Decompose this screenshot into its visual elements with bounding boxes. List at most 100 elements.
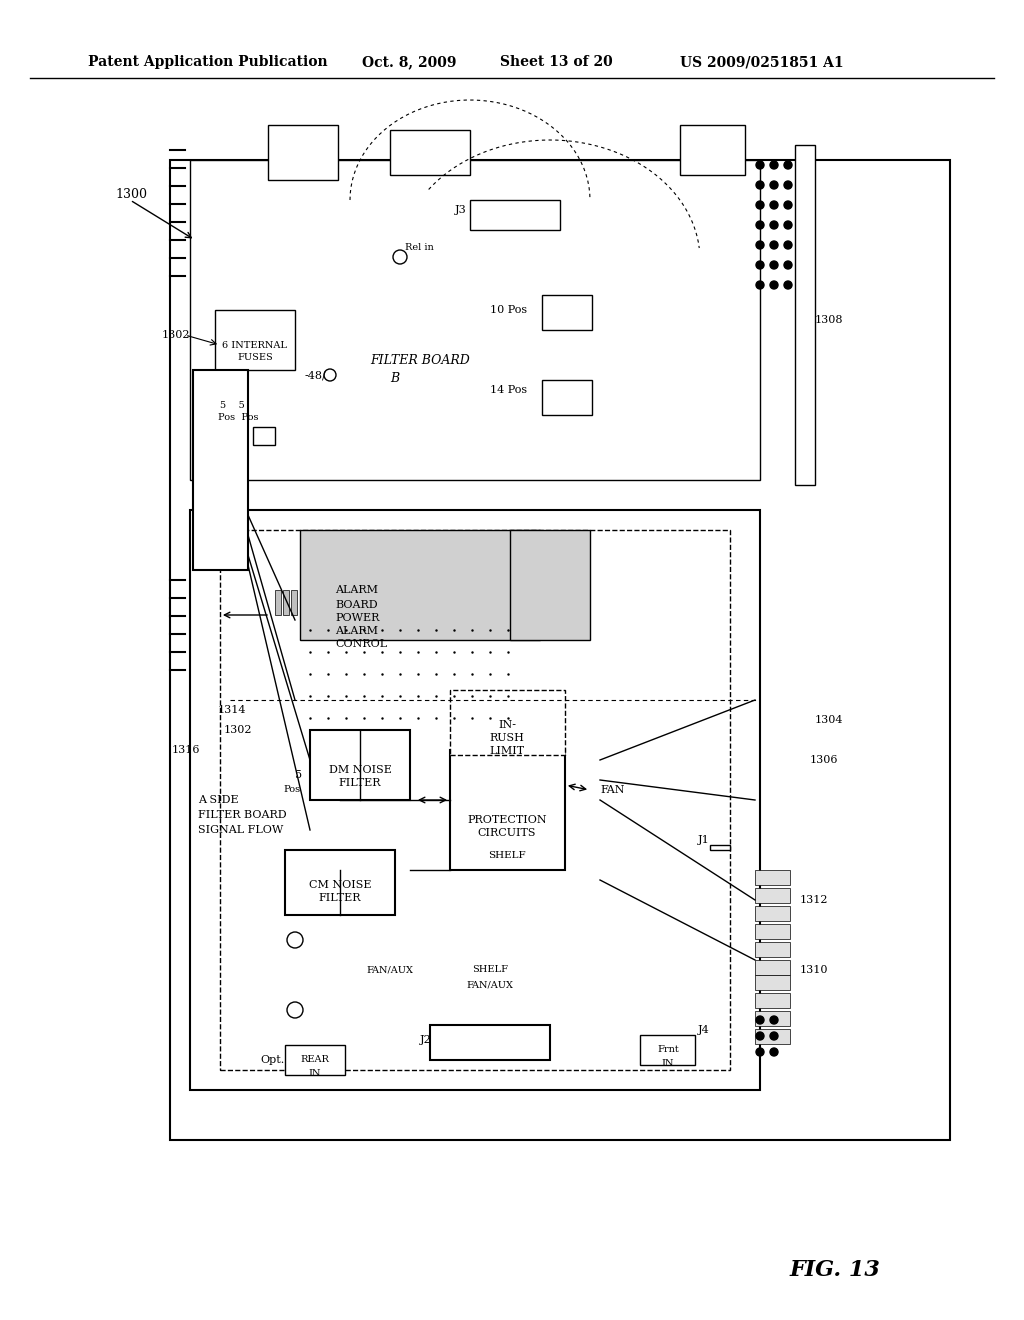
Bar [755,924,790,939]
Bar [755,993,790,1008]
Text: US 2009/0251851 A1: US 2009/0251851 A1 [680,55,844,69]
Bar [268,125,338,180]
Bar [795,145,815,484]
Text: J1: J1 [698,836,710,845]
Text: 5: 5 [295,770,302,780]
Bar [310,730,410,800]
Circle shape [784,261,792,269]
Text: CIRCUITS: CIRCUITS [478,828,537,838]
Text: POWER: POWER [335,612,379,623]
Bar [755,942,790,957]
Circle shape [770,161,778,169]
Circle shape [756,220,764,228]
Text: 1300: 1300 [115,189,147,202]
Circle shape [770,261,778,269]
Circle shape [770,281,778,289]
Bar [470,201,560,230]
Circle shape [756,242,764,249]
FancyBboxPatch shape [510,531,590,640]
Text: Opt.: Opt. [260,1055,285,1065]
Text: FILTER: FILTER [318,894,361,903]
Text: 1312: 1312 [800,895,828,906]
Text: IN: IN [662,1059,674,1068]
Circle shape [756,161,764,169]
Circle shape [756,1048,764,1056]
Circle shape [770,1048,778,1056]
Bar [190,510,760,1090]
Bar [291,590,297,615]
Circle shape [756,281,764,289]
Text: 5    5: 5 5 [220,400,245,409]
Circle shape [784,181,792,189]
Text: ALARM: ALARM [335,626,378,636]
Bar [285,850,395,915]
Bar [170,160,950,1140]
Bar [215,310,295,370]
Text: LIMIT: LIMIT [489,746,524,756]
Text: SIGNAL FLOW: SIGNAL FLOW [198,825,284,836]
Bar [710,845,730,850]
Text: DM NOISE: DM NOISE [329,766,391,775]
Circle shape [784,281,792,289]
Circle shape [770,181,778,189]
Circle shape [770,220,778,228]
Text: -48/: -48/ [305,370,327,380]
Circle shape [756,261,764,269]
Bar [285,1045,345,1074]
Bar [755,870,790,884]
Text: CONROL: CONROL [335,639,387,649]
Bar [390,129,470,176]
Text: IN: IN [309,1068,322,1077]
Text: Oct. 8, 2009: Oct. 8, 2009 [362,55,457,69]
Text: REAR: REAR [301,1056,330,1064]
Bar [253,426,275,445]
Circle shape [756,201,764,209]
Circle shape [756,181,764,189]
Text: B: B [390,371,399,384]
Bar [755,906,790,921]
Text: A SIDE: A SIDE [198,795,239,805]
Text: J4: J4 [698,1026,710,1035]
Text: FILTER: FILTER [339,777,381,788]
Circle shape [784,220,792,228]
Text: Patent Application Publication: Patent Application Publication [88,55,328,69]
Circle shape [770,1032,778,1040]
Text: ALARM: ALARM [335,585,378,595]
Circle shape [756,1016,764,1024]
Text: Pos: Pos [283,784,300,793]
Bar [755,1011,790,1026]
Bar [542,380,592,414]
Circle shape [756,1032,764,1040]
Bar [680,125,745,176]
Text: 6 INTERNAL: 6 INTERNAL [222,341,288,350]
Bar [193,370,248,570]
Text: 1314: 1314 [218,705,247,715]
Text: 1308: 1308 [815,315,844,325]
Text: FAN/AUX: FAN/AUX [367,965,414,974]
Text: FAN: FAN [600,785,625,795]
Text: Pos  Pos: Pos Pos [218,413,258,422]
Text: FUSES: FUSES [238,354,272,363]
Text: 14 Pos: 14 Pos [490,385,527,395]
Text: Frnt: Frnt [657,1045,679,1055]
Bar [542,294,592,330]
Text: FIG. 13: FIG. 13 [790,1259,881,1280]
Text: 1302: 1302 [224,725,253,735]
Circle shape [770,242,778,249]
Text: 1316: 1316 [172,744,201,755]
Text: CM NOISE: CM NOISE [309,880,372,890]
Bar [450,750,565,870]
Text: FAN/AUX: FAN/AUX [467,981,513,990]
FancyBboxPatch shape [300,531,540,640]
Circle shape [770,1016,778,1024]
Text: 1306: 1306 [810,755,839,766]
Circle shape [770,201,778,209]
Text: 1302: 1302 [162,330,190,341]
Bar [430,1026,550,1060]
Text: 10 Pos: 10 Pos [490,305,527,315]
Text: J3: J3 [455,205,467,215]
Text: PROTECTION: PROTECTION [467,814,547,825]
Text: 1304: 1304 [815,715,844,725]
Bar [755,1030,790,1044]
Bar [283,590,289,615]
